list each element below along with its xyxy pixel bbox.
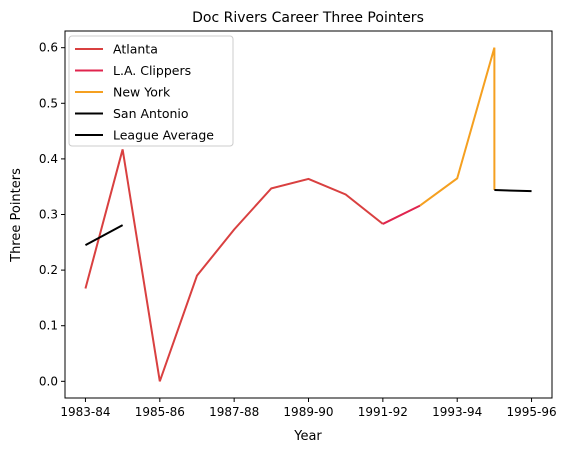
legend-frame — [68, 35, 234, 147]
x-tick-label: 1995-96 — [506, 405, 556, 419]
x-tick-label: 1985-86 — [135, 405, 185, 419]
x-tick-label: 1989-90 — [283, 405, 333, 419]
legend-label: League Average — [113, 128, 214, 143]
x-tick-label: 1991-92 — [358, 405, 408, 419]
series-line-3 — [494, 189, 532, 193]
chart-title: Doc Rivers Career Three Pointers — [192, 10, 424, 26]
x-tick-label: 1987-88 — [209, 405, 259, 419]
y-tick-label: 0.2 — [39, 263, 58, 277]
x-axis-label: Year — [293, 429, 322, 444]
legend-label: New York — [113, 85, 171, 100]
series-line-0 — [84, 149, 384, 382]
x-axis: 1983-84 1985-86 1987-88 1989-90 1991-92 1993-… — [60, 398, 557, 419]
y-tick-label: 0.3 — [39, 208, 58, 222]
legend-label: Atlanta — [113, 42, 158, 57]
series-line-1 — [382, 204, 421, 225]
y-axis-label: Three Pointers — [9, 168, 24, 263]
y-tick-label: 0.6 — [39, 41, 58, 55]
y-tick-label: 0.4 — [39, 152, 58, 166]
y-tick-label: 0.0 — [39, 374, 58, 388]
y-axis: 0.0 0.1 0.2 0.3 0.4 0.5 0.6 — [39, 41, 65, 388]
series-line-4 — [84, 224, 124, 246]
y-tick-label: 0.5 — [39, 96, 58, 110]
y-tick-label: 0.1 — [39, 319, 58, 333]
legend-label: San Antonio — [113, 106, 189, 121]
legend-label: L.A. Clippers — [113, 63, 191, 78]
legend: Atlanta L.A. Clippers New York San Antonio L… — [68, 35, 234, 147]
x-tick-label: 1983-84 — [60, 405, 110, 419]
series-line-2 — [419, 47, 496, 207]
series-layer — [84, 47, 532, 382]
x-tick-label: 1993-94 — [432, 405, 482, 419]
